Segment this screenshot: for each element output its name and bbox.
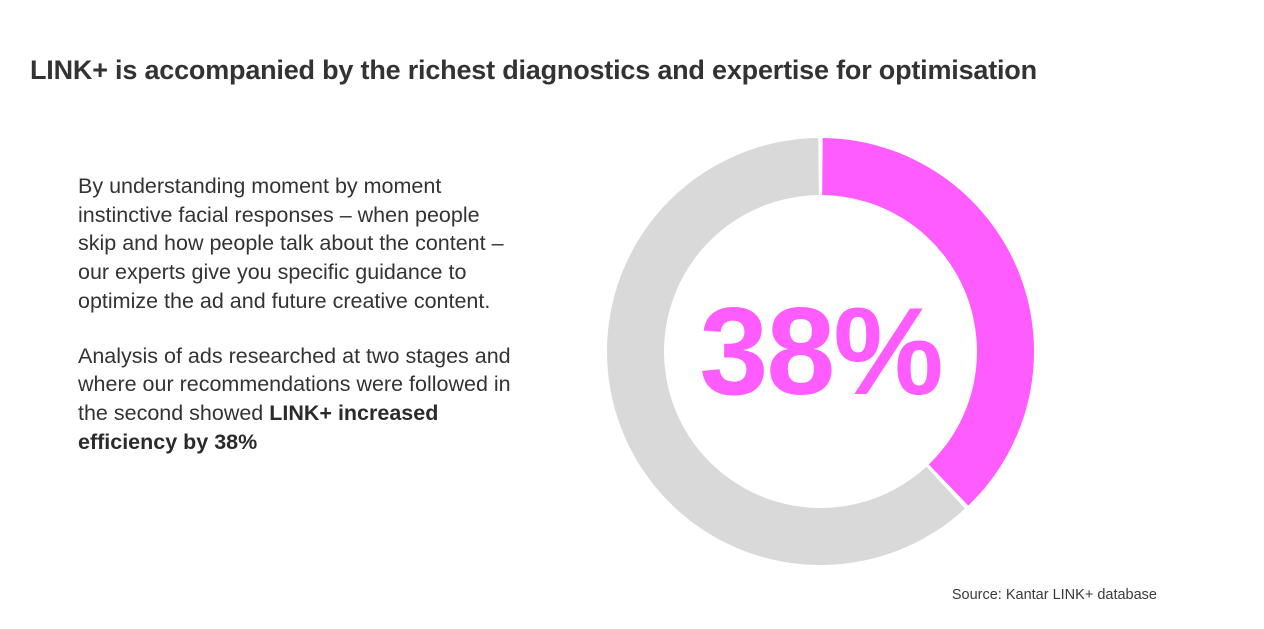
donut-chart-svg [607,138,1034,565]
donut-chart: 38% [607,138,1034,565]
source-note: Source: Kantar LINK+ database [951,587,1157,603]
donut-segment-value [822,138,1034,506]
body-text-column: By understanding moment by moment instin… [78,172,518,456]
body-paragraph-2: Analysis of ads researched at two stages… [78,342,518,457]
donut-segment-remainder [607,138,966,565]
body-paragraph-2-emphasis: LINK+ increased efficiency by 38% [78,400,439,454]
body-paragraph-1: By understanding moment by moment instin… [78,174,504,313]
body-paragraph-2-lead: Analysis of ads researched at two stages… [78,343,511,425]
page-title: LINK+ is accompanied by the richest diag… [30,55,1037,86]
donut-segments [607,138,1034,565]
